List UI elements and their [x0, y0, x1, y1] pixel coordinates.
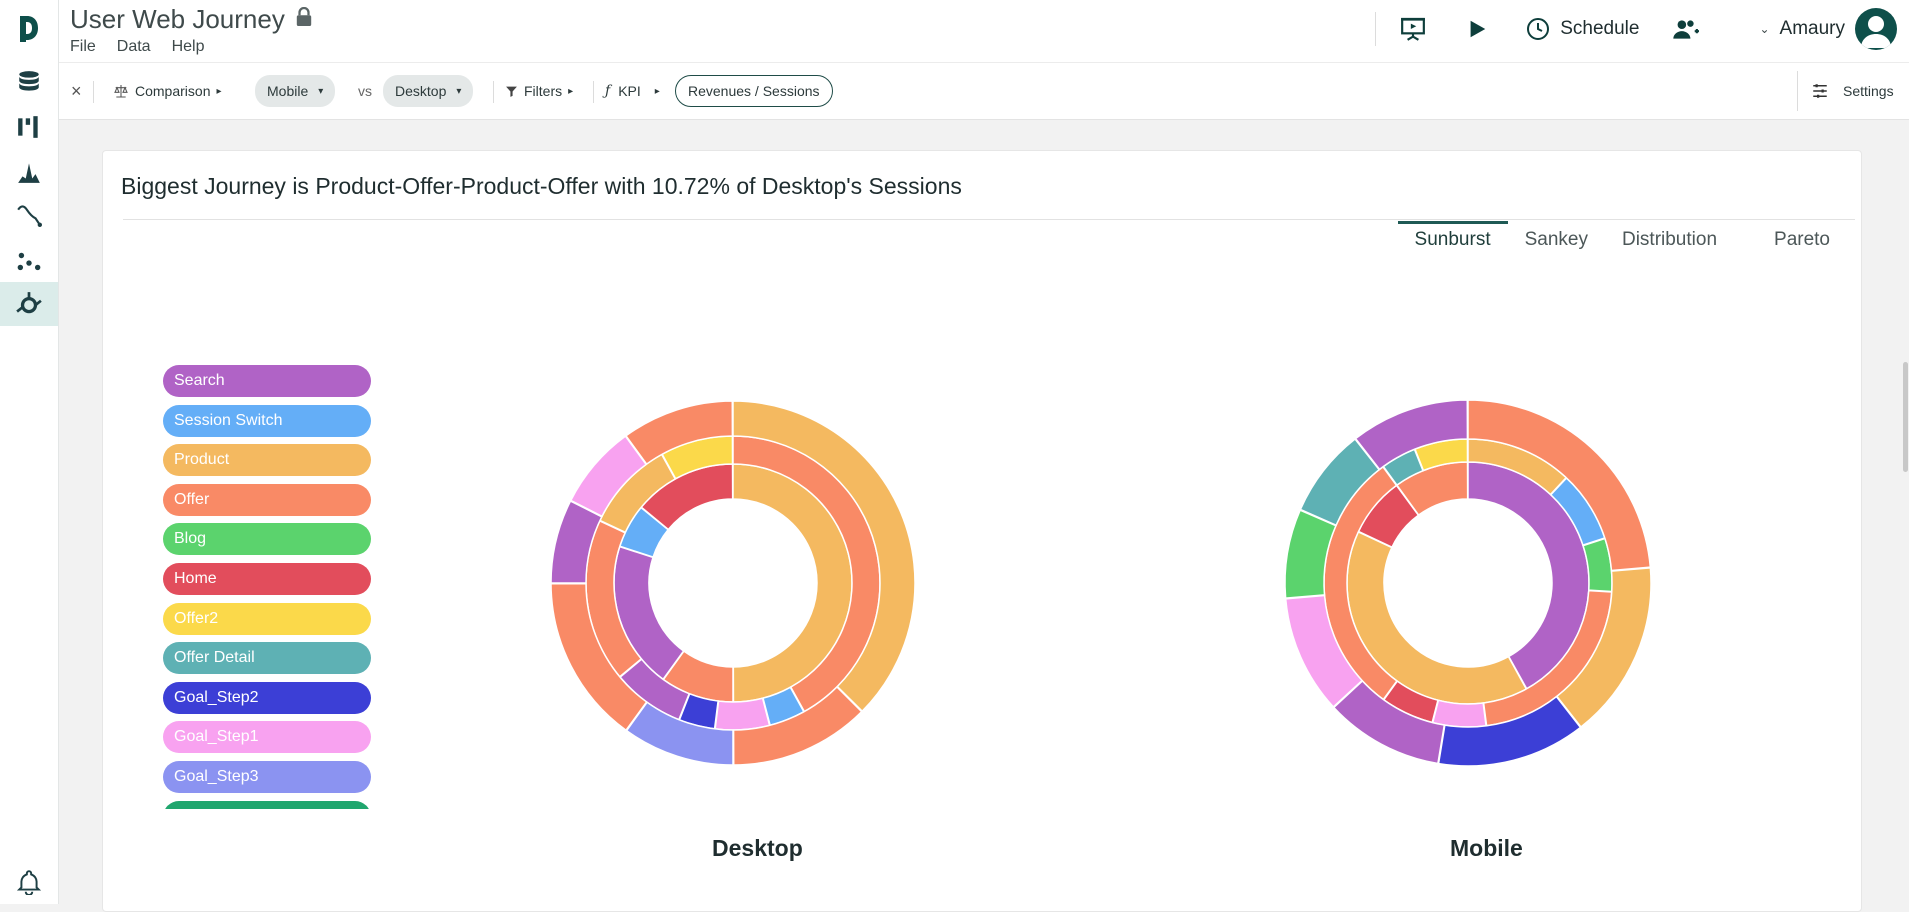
left-rail: [0, 0, 59, 904]
segment-a-select[interactable]: Mobile ▾: [255, 75, 336, 107]
scatter-icon[interactable]: [0, 240, 58, 284]
sunburst-segment-offer[interactable]: [624, 400, 734, 466]
schedule-button[interactable]: Schedule: [1526, 17, 1639, 41]
kpi-label: KPI: [618, 83, 641, 99]
caret-right-icon: ▸: [216, 85, 222, 97]
user-name: Amaury: [1779, 18, 1845, 39]
clock-icon: [1527, 18, 1550, 40]
vs-label: vs: [358, 83, 372, 99]
document-title[interactable]: User Web Journey: [70, 4, 285, 34]
caret-down-icon: ▾: [318, 85, 324, 97]
caret-right-icon: ▸: [654, 85, 660, 97]
share-users-icon[interactable]: [1669, 14, 1700, 44]
function-icon: ƒ: [605, 83, 611, 99]
legend-item[interactable]: Product: [163, 444, 371, 477]
sunburst-segment-goal-step1[interactable]: [714, 697, 771, 731]
vertical-scrollbar[interactable]: [1899, 62, 1909, 904]
user-menu[interactable]: ⌄ Amaury: [1759, 8, 1897, 50]
view-tabs: Sunburst Sankey Distribution Pareto: [1397, 221, 1847, 257]
tab-distribution[interactable]: Distribution: [1621, 229, 1718, 250]
header-divider: [1375, 12, 1377, 46]
mobile-chart-title: Mobile: [1450, 835, 1523, 861]
menu-data[interactable]: Data: [116, 38, 151, 55]
legend-item[interactable]: [163, 800, 371, 809]
app-header: User Web Journey File Data Help Schedule…: [59, 0, 1909, 62]
caret-down-icon: ▾: [456, 85, 462, 97]
avatar[interactable]: [1855, 8, 1897, 50]
segment-b-select[interactable]: Desktop ▾: [383, 75, 474, 107]
chevron-down-icon: ⌄: [1759, 22, 1770, 36]
event-legend: Search Session Switch Product Offer Blog…: [163, 365, 375, 809]
analysis-toolbar: × Comparison ▸ Mobile ▾ vs Desktop ▾ Fil…: [59, 62, 1909, 120]
comparison-button[interactable]: Comparison ▸: [113, 63, 222, 119]
bell-icon[interactable]: [0, 860, 58, 904]
headline-divider: [123, 219, 1855, 220]
legend-item[interactable]: Goal_Step1: [163, 721, 371, 754]
sliders-icon: [1813, 84, 1827, 98]
schedule-label: Schedule: [1560, 18, 1640, 39]
tab-sankey[interactable]: Sankey: [1524, 229, 1588, 250]
logo-icon[interactable]: [0, 6, 58, 50]
desktop-sunburst: [550, 400, 916, 766]
tab-sunburst[interactable]: Sunburst: [1397, 221, 1508, 257]
journey-icon[interactable]: [0, 282, 58, 326]
presentation-icon[interactable]: [1398, 14, 1428, 44]
legend-item[interactable]: Goal_Step3: [163, 760, 371, 793]
sunburst-segment-offer[interactable]: [1467, 399, 1652, 572]
desktop-chart-title: Desktop: [712, 835, 803, 861]
legend-item[interactable]: Session Switch: [163, 404, 371, 437]
menu-help[interactable]: Help: [171, 38, 205, 55]
legend-item[interactable]: Blog: [163, 523, 371, 556]
legend-item[interactable]: Offer Detail: [163, 642, 371, 675]
kpi-button[interactable]: ƒ KPI ▸: [605, 63, 660, 119]
filter-icon: [506, 86, 517, 97]
database-icon[interactable]: [0, 60, 58, 104]
comparison-label: Comparison: [135, 83, 211, 99]
tab-pareto[interactable]: Pareto: [1774, 229, 1830, 250]
caret-right-icon: ▸: [568, 85, 574, 97]
play-icon[interactable]: [1462, 14, 1492, 44]
settings-button[interactable]: Settings: [1811, 63, 1894, 119]
filters-label: Filters: [524, 83, 563, 99]
journey-panel: Biggest Journey is Product-Offer-Product…: [102, 150, 1862, 912]
dashboard-icon[interactable]: [0, 105, 58, 149]
close-icon[interactable]: ×: [71, 80, 82, 101]
legend-item[interactable]: Offer2: [163, 602, 371, 635]
histogram-icon[interactable]: [0, 150, 58, 194]
trend-icon[interactable]: [0, 192, 58, 236]
segment-b-label: Desktop: [395, 83, 447, 99]
kpi-value-wrap: Revenues / Sessions: [675, 63, 833, 119]
sunburst-segment-product[interactable]: [732, 400, 916, 713]
menu-file[interactable]: File: [70, 38, 96, 55]
kpi-value-chip[interactable]: Revenues / Sessions: [675, 75, 833, 107]
sunburst-segment-goal-step1[interactable]: [1431, 699, 1487, 728]
legend-item[interactable]: Goal_Step2: [163, 681, 371, 714]
scrollbar-thumb[interactable]: [1903, 362, 1908, 472]
lock-icon: [295, 6, 313, 32]
sunburst-segment-search[interactable]: [1354, 399, 1469, 471]
balance-icon: [114, 85, 128, 98]
legend-item[interactable]: Offer: [163, 483, 371, 516]
segment-a-label: Mobile: [267, 83, 309, 99]
mobile-sunburst: [1284, 399, 1652, 767]
panel-headline: Biggest Journey is Product-Offer-Product…: [121, 173, 962, 199]
menu-bar: File Data Help: [70, 38, 204, 56]
legend-item[interactable]: Search: [163, 365, 371, 397]
settings-label: Settings: [1843, 83, 1894, 99]
legend-item[interactable]: Home: [163, 562, 371, 595]
filters-button[interactable]: Filters ▸: [505, 63, 573, 119]
